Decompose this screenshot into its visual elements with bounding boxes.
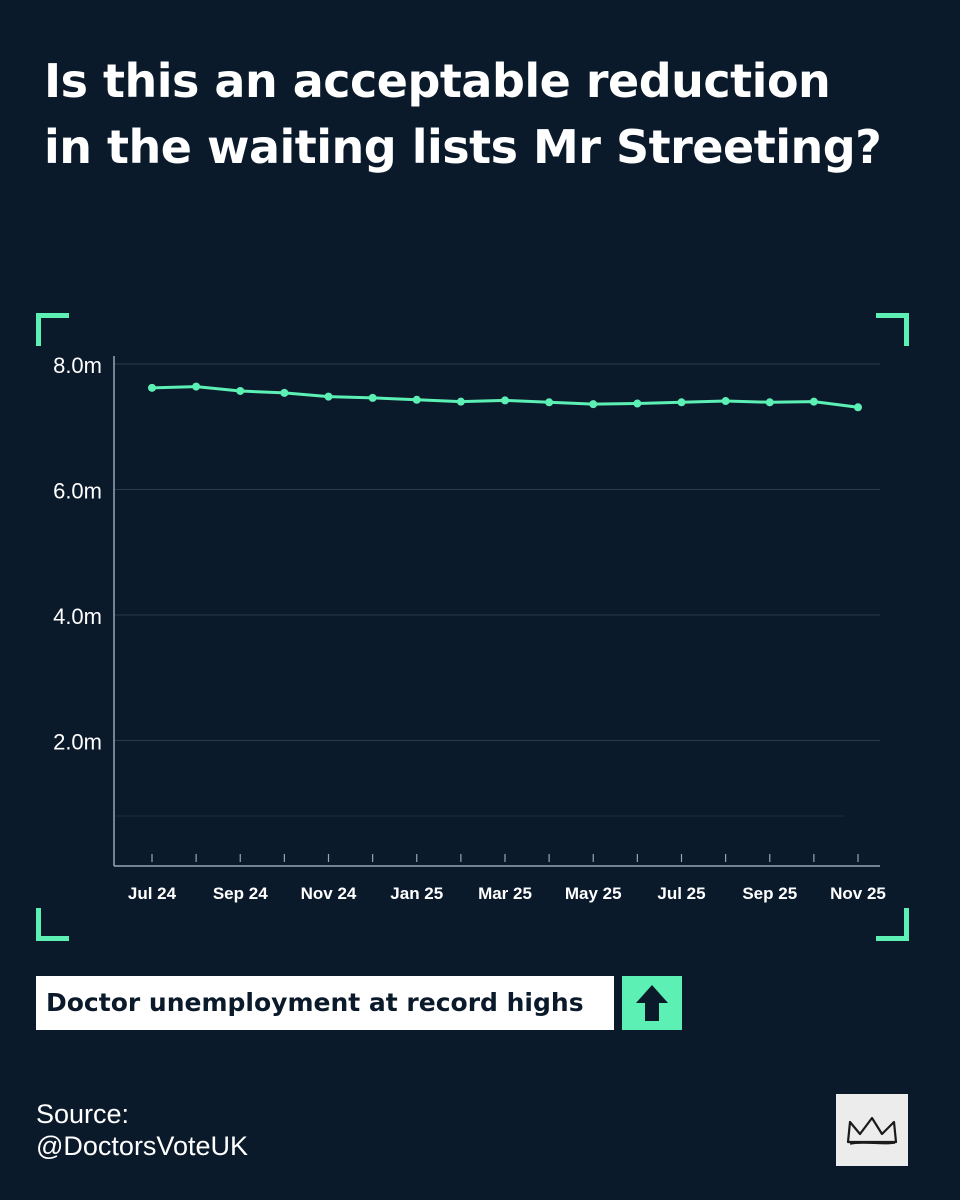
- data-point-7: [456, 397, 465, 406]
- headline: Is this an acceptable reduction in the w…: [44, 48, 934, 180]
- crown-icon: [846, 1116, 898, 1145]
- data-point-12: [677, 398, 686, 407]
- data-point-6: [412, 395, 421, 404]
- data-point-3: [280, 388, 289, 397]
- x-tick-label-7: Sep 25: [742, 884, 797, 903]
- x-tick-label-3: Jan 25: [390, 884, 443, 903]
- x-tick-label-0: Jul 24: [128, 884, 177, 903]
- data-point-13: [721, 397, 730, 406]
- frame-corner-top-right: [876, 313, 909, 346]
- doctor-unemployment-banner: Doctor unemployment at record highs: [36, 976, 614, 1030]
- y-tick-label-1: 4.0m: [53, 604, 102, 629]
- arrow-up-icon: [636, 985, 668, 1021]
- x-tick-label-1: Sep 24: [213, 884, 268, 903]
- source-label: Source:: [36, 1099, 130, 1129]
- data-point-5: [368, 393, 377, 402]
- x-tick-label-4: Mar 25: [478, 884, 532, 903]
- x-tick-label-5: May 25: [565, 884, 622, 903]
- data-point-14: [765, 398, 774, 407]
- data-point-9: [545, 398, 554, 407]
- data-point-2: [236, 386, 245, 395]
- crown-logo: [836, 1094, 908, 1166]
- headline-line-2: in the waiting lists Mr Streeting?: [44, 120, 882, 174]
- data-point-15: [809, 397, 818, 406]
- data-point-16: [854, 403, 862, 412]
- y-tick-label-2: 6.0m: [53, 479, 102, 504]
- frame-corner-bottom-right: [876, 908, 909, 941]
- data-point-0: [148, 383, 156, 392]
- y-tick-label-0: 2.0m: [53, 730, 102, 755]
- source-credit: Source: @DoctorsVoteUK: [36, 1098, 248, 1162]
- data-point-1: [192, 382, 201, 391]
- arrow-up-badge: [622, 976, 682, 1030]
- frame-corner-bottom-left: [36, 908, 69, 941]
- source-handle: @DoctorsVoteUK: [36, 1131, 248, 1161]
- data-point-11: [633, 399, 642, 408]
- data-point-8: [501, 396, 509, 405]
- headline-line-1: Is this an acceptable reduction: [44, 54, 831, 108]
- data-point-10: [589, 400, 598, 409]
- x-tick-label-6: Jul 25: [657, 884, 705, 903]
- x-tick-label-2: Nov 24: [301, 884, 357, 903]
- frame-corner-top-left: [36, 313, 69, 346]
- data-point-4: [324, 392, 333, 401]
- y-tick-label-3: 8.0m: [53, 353, 102, 378]
- x-tick-label-8: Nov 25: [830, 884, 886, 903]
